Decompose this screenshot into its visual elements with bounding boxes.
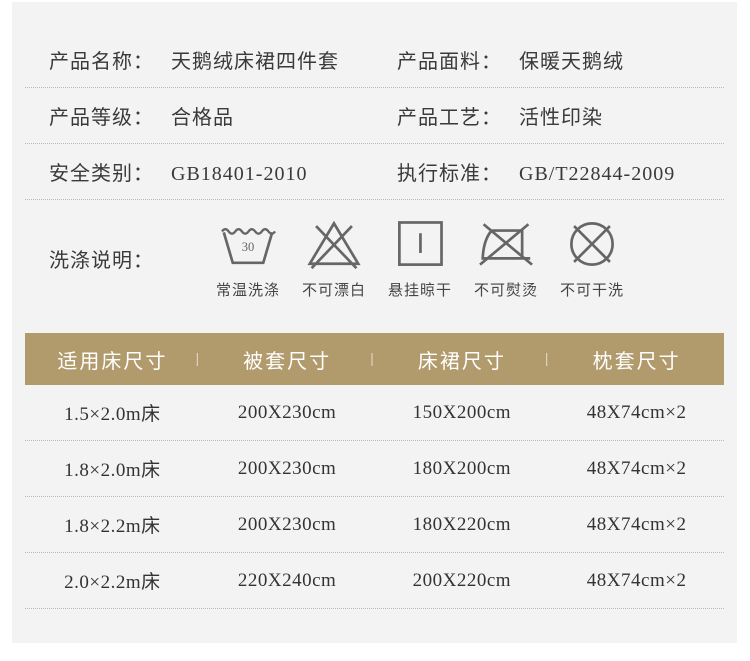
header-pillowcase-size: 枕套尺寸 <box>592 350 681 373</box>
svg-text:30: 30 <box>242 240 255 254</box>
cell-bed-size: 2.0×2.2m床 <box>64 572 161 593</box>
spec-value: GB/T22844-2009 <box>519 163 676 185</box>
cell-bed-size: 1.8×2.2m床 <box>64 516 161 537</box>
cell-pillowcase-size: 48X74cm×2 <box>586 457 687 479</box>
spec-label: 产品工艺： <box>397 107 502 129</box>
spec-value: 合格品 <box>171 107 234 129</box>
washing-instructions-label: 洗涤说明： <box>49 250 154 272</box>
table-row: 1.8×2.2m床 200X230cm 180X220cm 48X74cm×2 <box>25 497 724 553</box>
spec-row-grade-craft: 产品等级： 合格品 产品工艺： 活性印染 <box>25 88 724 144</box>
table-row: 1.8×2.0m床 200X230cm 180X200cm 48X74cm×2 <box>25 441 724 497</box>
wash-caption: 常温洗涤 <box>215 283 280 299</box>
wash-caption: 悬挂晾干 <box>387 283 452 299</box>
size-table-header: 适用床尺寸 | 被套尺寸 | 床裙尺寸 | 枕套尺寸 <box>25 333 724 385</box>
washing-icons-row: 30 常温洗涤 不可漂白 <box>205 218 635 300</box>
product-spec-panel: 产品名称： 天鹅绒床裙四件套 产品面料： 保暖天鹅绒 产品等级： 合格品 产品工… <box>12 2 737 643</box>
cell-duvet-size: 200X230cm <box>237 401 337 423</box>
wash-item-no-iron: 不可熨烫 <box>463 218 549 300</box>
spec-value: 保暖天鹅绒 <box>519 51 624 73</box>
table-row: 2.0×2.2m床 220X240cm 200X220cm 48X74cm×2 <box>25 553 724 609</box>
spec-value: 天鹅绒床裙四件套 <box>171 51 339 73</box>
cell-duvet-size: 220X240cm <box>237 569 337 591</box>
cell-bedskirt-size: 200X220cm <box>412 569 512 591</box>
cell-bedskirt-size: 180X200cm <box>412 457 512 479</box>
wash-item-normal-temp: 30 常温洗涤 <box>205 218 291 300</box>
header-duvet-size: 被套尺寸 <box>243 350 332 373</box>
header-bedskirt-size: 床裙尺寸 <box>417 350 506 373</box>
cell-pillowcase-size: 48X74cm×2 <box>586 513 687 535</box>
cell-bedskirt-size: 150X200cm <box>412 401 512 423</box>
wash-caption: 不可漂白 <box>301 283 366 299</box>
spec-label: 产品名称： <box>49 51 154 73</box>
spec-product-name: 产品名称： 天鹅绒床裙四件套 <box>49 45 397 74</box>
table-row: 1.5×2.0m床 200X230cm 150X200cm 48X74cm×2 <box>25 385 724 441</box>
spec-exec-standard: 执行标准： GB/T22844-2009 <box>397 157 724 186</box>
spec-label: 产品面料： <box>397 51 502 73</box>
cell-bed-size: 1.8×2.0m床 <box>64 460 161 481</box>
spec-product-fabric: 产品面料： 保暖天鹅绒 <box>397 45 724 74</box>
no-iron-icon <box>479 223 533 266</box>
wash-caption: 不可熨烫 <box>473 283 538 299</box>
cell-bed-size: 1.5×2.0m床 <box>64 404 161 425</box>
wash-item-hang-dry: 悬挂晾干 <box>377 218 463 300</box>
cell-pillowcase-size: 48X74cm×2 <box>586 401 687 423</box>
cell-duvet-size: 200X230cm <box>237 457 337 479</box>
spec-safety-category: 安全类别： GB18401-2010 <box>49 157 397 186</box>
size-table: 适用床尺寸 | 被套尺寸 | 床裙尺寸 | 枕套尺寸 1.5×2.0m床 200… <box>25 333 724 609</box>
hang-dry-icon <box>398 221 443 266</box>
cell-pillowcase-size: 48X74cm×2 <box>586 569 687 591</box>
spec-label: 产品等级： <box>49 107 154 129</box>
wash-caption: 不可干洗 <box>559 283 624 299</box>
no-bleach-icon <box>307 220 361 270</box>
wash-item-no-bleach: 不可漂白 <box>291 218 377 300</box>
no-dry-clean-icon <box>570 222 614 266</box>
header-bed-size: 适用床尺寸 <box>57 350 168 373</box>
spec-product-craft: 产品工艺： 活性印染 <box>397 101 724 130</box>
spec-value: GB18401-2010 <box>171 163 308 185</box>
spec-value: 活性印染 <box>519 107 603 129</box>
spec-row-name-fabric: 产品名称： 天鹅绒床裙四件套 产品面料： 保暖天鹅绒 <box>25 32 724 88</box>
cell-duvet-size: 200X230cm <box>237 513 337 535</box>
cell-bedskirt-size: 180X220cm <box>412 513 512 535</box>
washing-instructions-section: 洗涤说明： 30 常温洗涤 不可漂白 <box>25 200 724 333</box>
spec-product-grade: 产品等级： 合格品 <box>49 101 397 130</box>
spec-row-safety-standard: 安全类别： GB18401-2010 执行标准： GB/T22844-2009 <box>25 144 724 200</box>
spec-label: 执行标准： <box>397 163 502 185</box>
spec-label: 安全类别： <box>49 163 154 185</box>
wash-30-icon: 30 <box>221 228 277 265</box>
wash-item-no-dry-clean: 不可干洗 <box>549 218 635 300</box>
